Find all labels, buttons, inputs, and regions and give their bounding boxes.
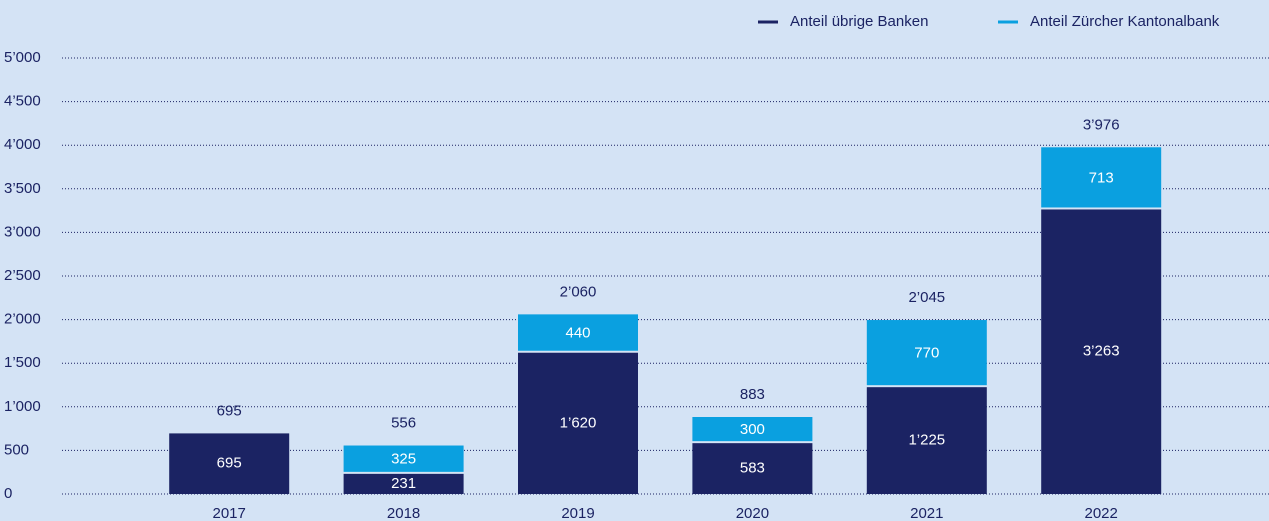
value-label: 231: [391, 475, 416, 492]
bar-segment: [1041, 209, 1162, 494]
y-tick-label: 3’500: [4, 180, 41, 197]
y-tick-label: 2’000: [4, 311, 41, 328]
bar-segment: [169, 433, 290, 494]
legend-label: Anteil übrige Banken: [790, 13, 928, 30]
x-tick-label: 2018: [387, 505, 420, 521]
x-tick-label: 2021: [910, 505, 943, 521]
y-tick-label: 3’000: [4, 223, 41, 240]
y-tick-label: 4’000: [4, 136, 41, 153]
total-label: 2’060: [560, 283, 597, 300]
y-tick-label: 5’000: [4, 49, 41, 66]
bar-segment: [692, 443, 813, 494]
total-label: 883: [740, 386, 765, 403]
bar-segment: [866, 387, 987, 494]
bar-segment: [1041, 147, 1162, 208]
value-label: 770: [914, 345, 939, 362]
y-tick-label: 1’500: [4, 354, 41, 371]
value-label: 300: [740, 421, 765, 438]
y-tick-label: 4’500: [4, 93, 41, 110]
value-label: 695: [217, 455, 242, 472]
total-label: 556: [391, 414, 416, 431]
y-tick-label: 0: [4, 485, 12, 502]
bar-segment: [343, 445, 464, 472]
bar-segment: [518, 352, 638, 494]
total-label: 3’976: [1083, 116, 1120, 133]
value-label: 713: [1089, 169, 1114, 186]
x-tick-label: 2022: [1085, 505, 1118, 521]
x-tick-label: 2019: [561, 505, 594, 521]
y-tick-label: 2’500: [4, 267, 41, 284]
value-label: 1’225: [908, 432, 945, 449]
bar-segment: [343, 473, 464, 494]
legend-label: Anteil Zürcher Kantonalbank: [1030, 13, 1220, 30]
total-label: 695: [217, 402, 242, 419]
y-tick-label: 1’000: [4, 398, 41, 415]
value-label: 325: [391, 451, 416, 468]
total-label: 2’045: [908, 289, 945, 306]
bar-segment: [518, 314, 638, 351]
value-label: 3’263: [1083, 343, 1120, 360]
x-tick-label: 2020: [736, 505, 769, 521]
y-tick-label: 500: [4, 441, 29, 458]
bar-segment: [692, 417, 813, 442]
x-tick-label: 2017: [213, 505, 246, 521]
value-label: 583: [740, 460, 765, 477]
bar-segment: [866, 320, 987, 386]
value-label: 440: [565, 325, 590, 342]
value-label: 1’620: [560, 414, 597, 431]
